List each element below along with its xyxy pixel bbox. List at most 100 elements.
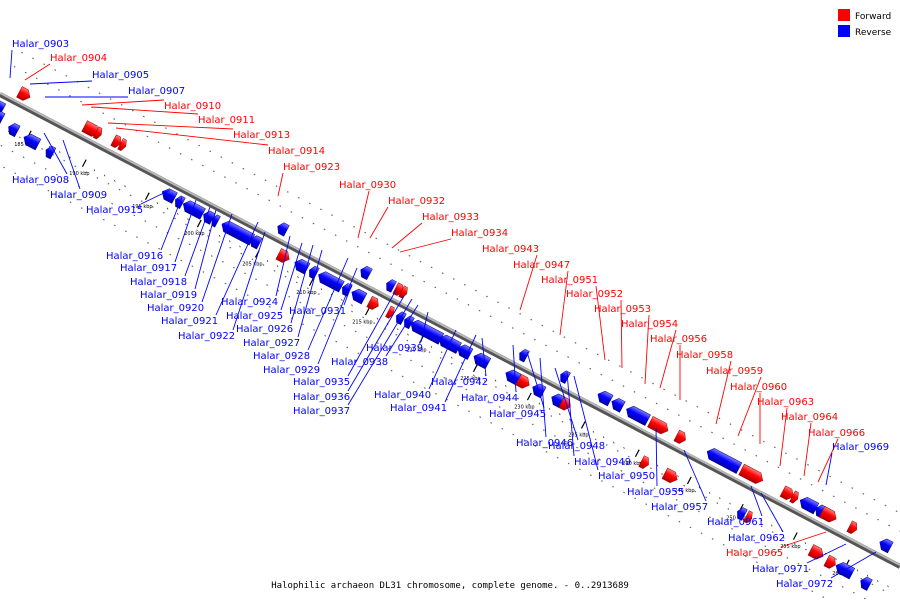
gene-label-halar-0934: Halar_0934: [451, 228, 508, 239]
gene-label-halar-0911: Halar_0911: [198, 115, 255, 126]
gene-label-halar-0938: Halar_0938: [331, 357, 388, 368]
gene-label-halar-0942: Halar_0942: [431, 377, 488, 388]
leader-line: [519, 254, 538, 311]
leader-line: [343, 283, 353, 306]
gene-label-halar-0952: Halar_0952: [566, 289, 623, 300]
leader-line: [659, 329, 677, 389]
gene-label-halar-0959: Halar_0959: [706, 366, 763, 377]
gene-label-halar-0954: Halar_0954: [621, 319, 678, 330]
gene-label-halar-0908: Halar_0908: [12, 175, 69, 186]
gene-label-halar-0948: Halar_0948: [548, 441, 605, 452]
leader-line: [385, 304, 419, 357]
leader-line: [780, 531, 827, 548]
leader-line: [391, 222, 423, 249]
gene-label-halar-0951: Halar_0951: [541, 275, 598, 286]
gene-label-halar-0940: Halar_0940: [374, 390, 431, 401]
leader-line: [539, 357, 547, 438]
leader-line: [357, 190, 370, 239]
leader-line: [81, 99, 165, 106]
legend-forward-label: Forward: [855, 12, 891, 22]
gene-label-halar-0918: Halar_0918: [130, 277, 187, 288]
gene-label-halar-0972: Halar_0972: [776, 579, 833, 590]
leader-line: [830, 551, 877, 579]
strand-legend: Forward Reverse: [838, 9, 892, 38]
gene-arrow-halar-0953: [673, 429, 686, 444]
gene-labels: Halar_0903 Halar_0904 Halar_0905 Halar_0907…: [12, 39, 889, 590]
gene-label-halar-0955: Halar_0955: [627, 487, 684, 498]
leader-line: [91, 106, 199, 115]
gene-label-halar-0927: Halar_0927: [243, 338, 300, 349]
scale-label: 245 kbp: [674, 488, 694, 494]
gene-arrow-halar-0954: [661, 467, 678, 484]
scale-label: 220 kbp: [406, 348, 426, 354]
track-dotted-lines: [0, 51, 900, 600]
gene-arrow-halar-0929: [360, 265, 373, 281]
leader-line: [347, 295, 405, 392]
gene-label-halar-0920: Halar_0920: [147, 303, 204, 314]
leader-line: [201, 213, 233, 303]
gene-label-halar-0944: Halar_0944: [461, 393, 518, 404]
gene-label-halar-0936: Halar_0936: [293, 392, 350, 403]
leader-line: [825, 452, 833, 486]
leader-line: [715, 360, 732, 425]
scale-label: 210 kbp: [296, 290, 316, 296]
gene-label-halar-0914: Halar_0914: [268, 146, 325, 157]
gene-arrow-halar-0943: [515, 374, 530, 389]
gene-label-halar-0915: Halar_0915: [86, 205, 143, 216]
gene-arrow-halar-0956: [738, 463, 764, 484]
gene-arrow-halar-0918: [203, 210, 216, 225]
scale-label: 225 kbp: [460, 376, 480, 382]
leader-line: [399, 238, 452, 253]
leader-line: [620, 299, 623, 369]
gene-label-halar-0965: Halar_0965: [726, 548, 783, 559]
gene-arrow-halar-0948: [597, 390, 614, 407]
gene-label-halar-0916: Halar_0916: [106, 251, 163, 262]
gene-arrow-halar-0959: [779, 485, 794, 501]
gene-arrow-halar-0966: [823, 554, 836, 569]
gene-label-halar-0921: Halar_0921: [161, 316, 218, 327]
gene-label-halar-0962: Halar_0962: [728, 533, 785, 544]
gene-arrow-halar-0926: [318, 271, 345, 293]
gene-arrow-halar-0958: [743, 510, 753, 524]
leader-line: [232, 231, 266, 331]
gene-label-halar-0904: Halar_0904: [50, 53, 107, 64]
gene-arrow-halar-0965: [807, 544, 824, 560]
gene-label-halar-0971: Halar_0971: [752, 564, 809, 575]
gene-arrow-halar-0964: [846, 520, 857, 534]
gene-label-halar-0905: Halar_0905: [92, 70, 149, 81]
leader-line: [512, 344, 517, 393]
scale-label: 205 kbp: [242, 262, 262, 268]
scale-label: 215 kbp: [352, 319, 372, 325]
leader-line: [779, 407, 788, 467]
leader-line: [280, 242, 303, 311]
leader-line: [29, 80, 93, 85]
gene-arrow-halar-0928: [351, 288, 368, 305]
gene-arrow-halar-0945: [560, 370, 571, 384]
gene-label-halar-0907: Halar_0907: [128, 86, 185, 97]
gene-arrow-halar-0944: [532, 383, 547, 399]
scale-label: 250 kbp: [726, 515, 746, 521]
leader-line: [174, 199, 197, 263]
leader-line: [9, 49, 13, 79]
gene-arrow-halar-0971: [879, 538, 894, 554]
leader-line: [369, 206, 389, 239]
gene-arrow-halar-0952: [638, 455, 649, 469]
legend-forward-swatch: [838, 9, 850, 21]
gene-label-halar-0931: Halar_0931: [289, 306, 346, 317]
scale-label: 185 kbp: [14, 142, 34, 148]
gene-label-halar-0937: Halar_0937: [293, 406, 350, 417]
leader-line: [140, 189, 171, 205]
gene-label-halar-0958: Halar_0958: [676, 350, 733, 361]
gene-arrow-halar-0934: [385, 305, 395, 319]
legend-reverse-swatch: [838, 25, 850, 37]
genome-backbone: [0, 92, 900, 569]
leader-line: [444, 334, 477, 403]
gene-arrow-halar-0930: [366, 295, 379, 310]
gene-label-halar-0963: Halar_0963: [757, 397, 814, 408]
gene-label-halar-0949: Halar_0949: [574, 457, 631, 468]
leader-line: [107, 122, 234, 130]
gene-arrow-halar-0917: [182, 200, 206, 220]
gene-arrow-halar-0937: [410, 319, 445, 345]
scale-label: 190 kbp: [69, 171, 89, 177]
leader-line: [297, 249, 323, 338]
